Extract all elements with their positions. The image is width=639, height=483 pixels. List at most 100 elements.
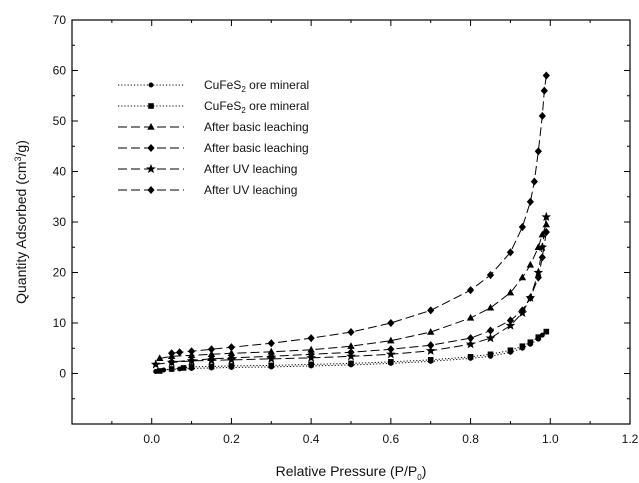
data-point	[541, 211, 552, 222]
data-point	[486, 303, 495, 311]
legend-entry: After UV leaching	[118, 162, 297, 176]
data-point	[543, 328, 550, 335]
series-line	[171, 232, 547, 363]
legend-label-part: After basic leaching	[204, 120, 309, 134]
y-axis-title-sup: 3	[13, 156, 23, 161]
data-point	[466, 334, 475, 343]
legend-marker	[148, 82, 154, 88]
data-point	[387, 336, 395, 344]
ticks-layer: 0.0 0.2 0.4 0.6 0.8 1.0 1.2 0 10 20 30 40 50 60 70	[53, 13, 639, 446]
data-point	[506, 248, 515, 257]
series-2	[156, 328, 550, 374]
data-point	[542, 220, 551, 228]
data-point	[347, 328, 355, 337]
legend-entry: CuFeS2 ore mineral	[118, 99, 309, 115]
legend-entry: After basic leaching	[118, 141, 309, 155]
legend-label-part: 2	[241, 85, 246, 94]
data-point	[466, 313, 475, 321]
data-point	[188, 364, 195, 370]
legend-marker	[147, 143, 155, 153]
x-tick-label: 1.0	[542, 432, 559, 446]
legend-label: After basic leaching	[204, 141, 309, 155]
data-point	[518, 306, 526, 315]
legend-label: CuFeS2 ore mineral	[204, 78, 309, 94]
data-point	[168, 349, 176, 358]
data-point	[538, 111, 546, 121]
data-point	[307, 350, 315, 359]
data-point	[487, 351, 494, 358]
legend-entry: After UV leaching	[118, 183, 297, 197]
series-line	[171, 75, 547, 354]
y-tick-label: 20	[53, 266, 67, 280]
data-point	[519, 343, 526, 350]
data-point	[535, 334, 542, 340]
x-tick-label: 1.2	[622, 432, 639, 446]
data-point	[207, 345, 216, 354]
data-point	[388, 359, 394, 365]
legend-label-part: 2	[241, 106, 246, 115]
x-tick-label: 0.2	[223, 432, 240, 446]
data-point	[187, 347, 196, 356]
x-axis-title: Relative Pressure (P/P0)	[276, 463, 427, 482]
data-point	[268, 362, 275, 369]
x-tick-label: 0.4	[303, 432, 320, 446]
series-line	[159, 224, 547, 359]
data-point	[176, 348, 184, 357]
data-point	[486, 326, 495, 335]
data-point	[427, 306, 435, 315]
data-point	[465, 339, 476, 349]
data-point	[386, 349, 396, 359]
data-point	[526, 293, 534, 302]
legend-marker	[147, 185, 155, 195]
legend-label-part: ore mineral	[246, 99, 309, 113]
data-point	[168, 357, 176, 366]
data-point	[348, 360, 354, 367]
data-point	[168, 366, 175, 372]
data-point	[507, 347, 514, 354]
data-point	[485, 333, 496, 343]
data-point	[156, 368, 163, 374]
series-6	[168, 228, 550, 366]
data-point	[267, 339, 275, 348]
data-point	[307, 334, 315, 343]
y-axis-title-main: Quantity Adsorbed (cm	[13, 161, 29, 303]
legend-entry: After basic leaching	[118, 120, 309, 134]
legend-label-part: CuFeS	[204, 78, 241, 92]
data-point	[486, 270, 495, 280]
data-point	[387, 345, 395, 354]
data-point	[227, 353, 236, 362]
data-point	[427, 341, 435, 350]
legend-label-part: After basic leaching	[204, 141, 309, 155]
y-tick-label: 0	[59, 367, 66, 381]
data-point	[427, 357, 434, 363]
x-tick-label: 0.8	[462, 432, 479, 446]
data-point	[526, 197, 534, 206]
data-point	[207, 354, 216, 363]
data-point	[187, 356, 196, 365]
data-point	[227, 343, 236, 352]
data-point	[347, 342, 355, 349]
data-point	[155, 354, 164, 362]
data-point	[542, 228, 550, 237]
x-tick-label: 0.0	[143, 432, 160, 446]
legend-marker	[146, 163, 156, 174]
data-point	[425, 345, 436, 355]
data-point	[540, 86, 548, 95]
y-tick-label: 50	[53, 114, 67, 128]
data-point	[347, 348, 355, 357]
series-line	[155, 216, 547, 365]
series-4	[168, 71, 550, 358]
y-tick-label: 40	[53, 165, 67, 179]
data-point	[518, 222, 526, 232]
legend-label: CuFeS2 ore mineral	[204, 99, 309, 115]
series-layer	[150, 71, 552, 374]
y-axis-title: Quantity Adsorbed (cm3/g)	[13, 140, 29, 304]
legend-label: After UV leaching	[204, 183, 297, 197]
x-axis-title-main: Relative Pressure (P/P	[276, 463, 418, 479]
data-point	[542, 71, 550, 80]
legend-label-part: CuFeS	[204, 99, 241, 113]
data-point	[467, 354, 474, 360]
y-tick-label: 30	[53, 215, 67, 229]
